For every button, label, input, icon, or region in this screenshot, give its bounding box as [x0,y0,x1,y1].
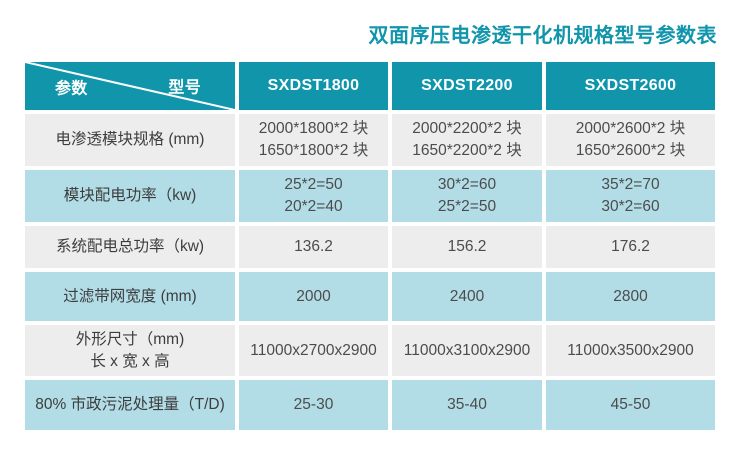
corner-param-label: 参数 [55,80,88,98]
value-cell: 25-30 [239,380,388,430]
value-cell: 11000x3100x2900 [392,325,542,376]
row-label-cell: 80% 市政污泥处理量（T/D) [25,380,235,430]
model-header-cell: SXDST2200 [392,62,542,110]
corner-cell: 参数 型号 [25,62,235,110]
value-cell: 156.2 [392,226,542,268]
value-cell: 11000x3500x2900 [546,325,715,376]
page-title: 双面序压电渗透干化机规格型号参数表 [368,25,717,47]
value-cell: 11000x2700x2900 [239,325,388,376]
value-cell: 2400 [392,272,542,321]
value-cell: 30*2=60 25*2=50 [392,170,542,222]
value-cell: 2000*1800*2 块 1650*1800*2 块 [239,114,388,166]
value-cell: 2000*2600*2 块 1650*2600*2 块 [546,114,715,166]
row-label-cell: 电渗透模块规格 (mm) [25,114,235,166]
row-label-cell: 系统配电总功率（kw) [25,226,235,268]
row-label-cell: 外形尺寸（mm) 长 x 宽 x 高 [25,325,235,376]
value-cell: 2800 [546,272,715,321]
row-label-cell: 模块配电功率（kw) [25,170,235,222]
value-cell: 45-50 [546,380,715,430]
value-cell: 176.2 [546,226,715,268]
value-cell: 2000 [239,272,388,321]
model-header-cell: SXDST1800 [239,62,388,110]
value-cell: 136.2 [239,226,388,268]
value-cell: 35*2=70 30*2=60 [546,170,715,222]
row-label-cell: 过滤带网宽度 (mm) [25,272,235,321]
model-header-cell: SXDST2600 [546,62,715,110]
value-cell: 25*2=50 20*2=40 [239,170,388,222]
value-cell: 2000*2200*2 块 1650*2200*2 块 [392,114,542,166]
value-cell: 35-40 [392,380,542,430]
corner-model-label: 型号 [168,79,201,97]
diagonal-line [25,62,235,110]
spec-table: 参数 型号 SXDST1800 SXDST2200 SXDST2600 电渗透模块规格… [25,62,715,430]
